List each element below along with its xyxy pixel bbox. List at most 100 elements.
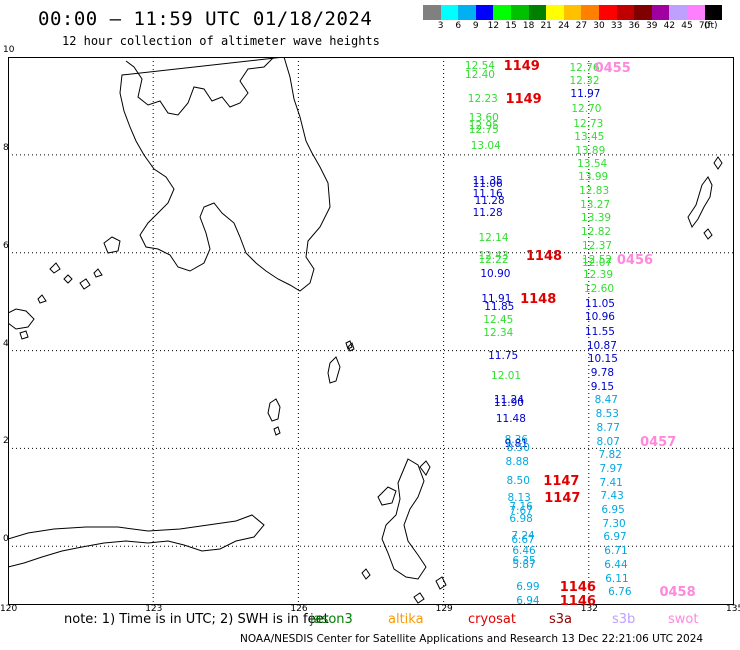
wave-height-value: 5.87 [512,558,536,571]
wave-height-value: 12.83 [579,185,610,198]
lat-tick-label: 10 [3,45,15,55]
wave-height-value: 6.99 [516,581,540,594]
wave-height-value: 12.23 [467,93,498,106]
legend-swatch [511,5,529,20]
legend-label: 21 [540,21,552,31]
wave-height-value: 7.41 [599,476,623,489]
legend-label: 30 [593,21,605,31]
coastline-sulu-2 [7,294,47,340]
pass-time-label: 0456 [616,252,654,268]
legend-label: 42 [663,21,676,31]
legend-label: 39 [646,21,658,31]
wave-height-value: 12.39 [582,269,614,282]
pass-time-label: 1148 [520,291,557,307]
lat-tick-label: 6 [3,240,9,251]
wave-height-value: 10.96 [584,311,615,324]
coastline-basilan [103,236,121,254]
legend-label: 33 [610,21,623,31]
wave-height-value: 11.55 [584,325,615,338]
legend-swatch [651,5,670,20]
wave-height-value: 8.07 [596,435,620,448]
wave-height-value: 6.95 [601,504,625,517]
map-border [8,57,734,605]
legend-swatch [616,5,635,20]
wave-height-value: 12.52 [582,253,613,266]
footer-note: note: 1) Time is in UTC; 2) SWH is in fe… [64,612,329,627]
legend-label: 6 [455,21,462,31]
mission-s3a: s3a [549,612,573,627]
wave-height-value: 11.28 [472,206,503,219]
wave-height-value: 11.06 [472,178,503,191]
legend-label: 9 [472,21,479,31]
legend-swatch [563,5,582,20]
mission-swot: swot [668,612,699,627]
wave-height-value: 10.15 [587,353,618,366]
wave-height-value: 9.78 [590,367,615,380]
lat-tick-label: 0 [3,534,9,545]
pass-time-label: 1147 [543,473,580,489]
wave-height-value: 12.54 [464,59,495,72]
legend-swatch [423,5,441,20]
wave-height-value: 8.50 [506,474,530,487]
legend-label: 27 [575,21,588,31]
wave-height-value: 12.37 [582,239,613,252]
lon-tick-label: 132 [580,604,598,614]
wave-height-value: 7.82 [598,449,622,462]
map-canvas [7,56,734,605]
pass-time-label: 1148 [525,248,563,264]
wave-height-value: 7.43 [600,490,624,503]
wave-height-value: 7.97 [599,462,623,475]
legend-swatch [528,5,547,20]
mission-s3b: s3b [612,612,636,627]
mission-cryosat: cryosat [468,612,516,627]
legend-swatch [704,5,723,20]
wave-height-value: 12.70 [571,102,602,115]
legend-label: 45 [681,21,693,31]
coastline-sulawesi [7,514,265,568]
wave-height-value: 11.97 [570,88,601,101]
pass-time-label: 0455 [594,60,631,76]
lon-tick-label: 120 [0,604,18,614]
pass-time-label: 0458 [659,585,696,601]
wave-height-value: 6.98 [509,512,533,525]
map-frame [7,56,734,605]
wave-height-value: 12.43 [478,249,509,262]
legend-swatch [458,5,476,20]
wave-height-value: 11.91 [481,292,512,305]
pass-time-label: 0457 [640,434,677,450]
lon-tick-label: 126 [290,604,308,614]
wave-height-value: 13.45 [574,131,605,144]
wave-height-value: 6.94 [516,595,540,608]
coastline-mindanao [119,56,331,292]
pass-time-label: 1146 [559,594,596,610]
wave-height-value: 12.34 [483,326,514,339]
legend-swatch [475,5,494,20]
wave-height-value: 13.04 [470,140,501,153]
wave-height-value: 8.13 [507,492,531,505]
pass-time-label: 1147 [544,491,581,507]
legend-label: 24 [558,21,570,31]
pass-time-label: 1149 [503,58,540,74]
wave-height-value: 12.45 [483,314,514,327]
wave-height-value: 7.16 [509,501,533,514]
wave-height-value: 9.81 [504,437,528,450]
wave-height-value: 13.60 [468,111,499,124]
wave-height-value: 8.88 [505,456,529,469]
coastlines [7,56,723,604]
wave-height-value: 12.75 [468,124,499,137]
legend-swatch [669,5,687,20]
legend-label: 12 [487,21,500,31]
map-title: 00:00 – 11:59 UTC 01/18/2024 [38,8,373,30]
lat-tick-label: 8 [3,142,9,153]
wave-height-value: 13.27 [580,198,611,211]
legend-swatch [634,5,652,20]
pass-time-label: 1146 [559,580,596,596]
lat-tick-label: 2 [3,436,9,447]
wave-height-value: 11.90 [493,397,524,410]
wave-height-value: 8.77 [596,421,620,434]
legend-label: 15 [505,21,517,31]
lon-tick-label: 129 [435,604,453,614]
wave-height-value: 7.30 [602,517,626,530]
wave-height-value: 6.44 [604,558,628,571]
legend-swatch [581,5,599,20]
